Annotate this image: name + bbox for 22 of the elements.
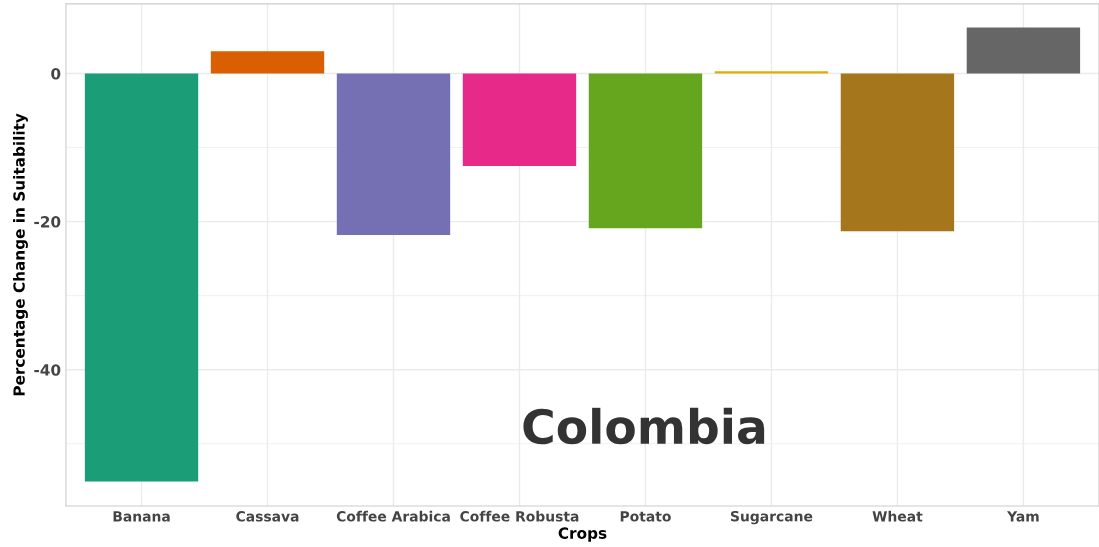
x-tick-label: Wheat: [872, 510, 923, 522]
x-tick-label: Sugarcane: [730, 510, 813, 525]
bar: [336, 73, 451, 235]
bar: [210, 51, 325, 74]
annotation: Colombia: [523, 407, 765, 445]
x-tick-label: Potato: [620, 511, 671, 522]
y-axis-title: Percentage Change in Suitability: [13, 113, 28, 396]
bar: [966, 27, 1081, 74]
bar: [84, 73, 199, 482]
x-tick-label: Yam: [1006, 511, 1039, 522]
bar: [714, 71, 829, 74]
bar: [462, 73, 577, 167]
x-tick-label: Banana: [113, 511, 170, 522]
x-axis-title: Crops: [558, 527, 607, 542]
y-tick-label: -40: [34, 364, 61, 376]
y-tick-label: 0: [51, 67, 61, 80]
bar: [588, 73, 703, 229]
x-tick-label: Cassava: [236, 511, 299, 522]
x-tick-label: Coffee Arabica: [336, 510, 450, 522]
y-tick-label: -20: [34, 216, 61, 228]
bar: [840, 73, 955, 232]
x-tick-label: Coffee Robusta: [460, 510, 579, 522]
